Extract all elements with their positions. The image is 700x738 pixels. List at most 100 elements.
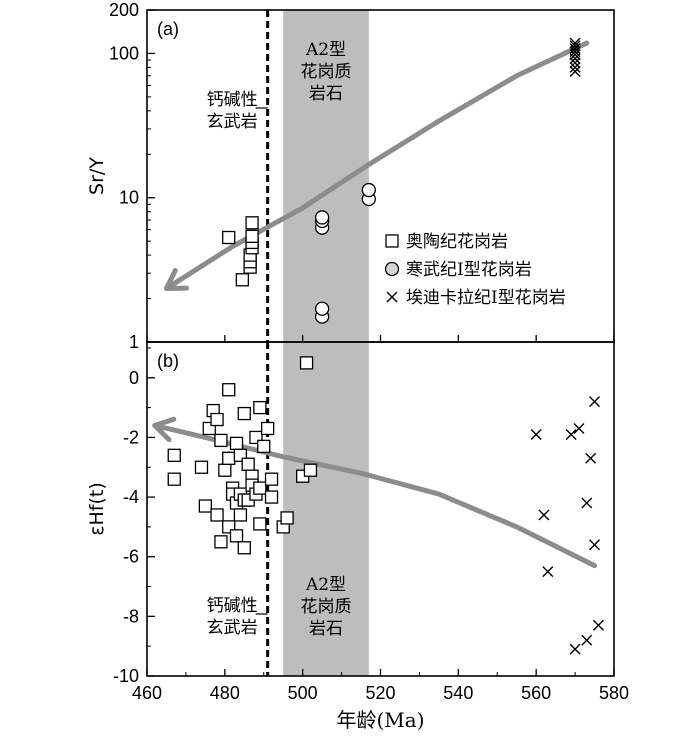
data-point-square [222,451,236,465]
data-point-x [592,619,604,631]
series-x [530,396,604,655]
data-point-square [214,433,228,448]
data-point-x [530,428,542,440]
y-axis-label-b: εHf(t) [86,482,108,536]
trend-arrowhead [163,267,189,291]
y-tick-label-a: 100 [109,43,139,63]
data-point-square [233,508,248,522]
data-point-square [210,508,224,522]
divider-label-line: 玄武岩 [207,618,258,638]
trend-line [152,423,598,569]
data-point-x [569,43,581,55]
data-point-square [260,421,275,436]
data-point-square [229,436,244,451]
y-axis-label-a: Sr/Y [86,157,108,195]
data-point-circle [314,301,330,316]
data-point-square [167,448,181,462]
data-point-square [245,229,259,243]
divider-label-line: 钙碱性 [207,90,258,110]
data-point-square [253,400,267,415]
series-square [222,216,259,287]
trend-arrowhead [152,416,177,443]
data-point-x [542,566,554,578]
legend-marker-square [385,234,399,248]
data-point-x [569,57,581,69]
x-tick-label: 480 [210,683,240,703]
data-point-x [569,61,581,73]
y-tick-label-b: 0 [129,368,139,388]
y-tick-label-a: 10 [119,188,139,208]
data-point-square [253,481,267,495]
y-tick-label-b: -10 [113,666,139,686]
data-point-square [237,406,251,421]
series-circle [314,182,376,324]
data-point-circle [361,182,376,198]
series-square [167,356,318,555]
data-point-square [253,517,267,531]
trend-arrow [163,40,590,291]
x-tick-label: 520 [365,683,395,703]
legend-label: 埃迪卡拉纪I型花岗岩 [406,288,566,308]
data-point-square [299,356,314,370]
legend-marker-x [386,291,398,303]
data-point-square [198,499,213,513]
panel-label-a: (a) [157,19,179,39]
data-point-x [573,422,585,434]
data-point-x [569,40,581,52]
data-point-square [167,472,181,486]
data-point-x [565,428,577,440]
x-tick-label: 580 [599,683,629,703]
data-point-square [222,383,236,397]
data-point-square [222,230,236,245]
data-point-x [581,497,593,509]
data-point-square [194,460,209,474]
band-label-line: A2型 [305,40,346,60]
band-label-line: A2型 [305,575,346,595]
data-point-square [235,273,249,287]
band-label-line: 花岗质 [301,62,352,82]
data-point-x [589,539,601,551]
data-point-square [303,463,318,477]
data-point-square [264,472,279,486]
data-point-x [569,37,581,49]
y-tick-label-b: -8 [123,606,139,626]
data-point-x [569,643,581,655]
trend-arrow [152,416,598,569]
data-point-x [569,65,581,77]
y-tick-label-b: -6 [123,547,139,567]
data-point-square [210,412,224,427]
series-x [569,37,581,77]
y-tick-label-b: -2 [123,427,139,447]
data-point-square [237,541,251,555]
x-tick-label: 560 [521,683,551,703]
x-tick-label: 500 [288,683,318,703]
y-tick-label-a: 1 [129,332,139,352]
panel-b [152,342,604,676]
band-label-line: 岩石 [309,84,343,104]
panel-a [163,10,590,342]
data-point-square [218,463,232,477]
data-point-square [241,457,255,471]
y-tick-label-b: -4 [123,487,139,507]
data-point-square [264,490,279,504]
data-point-square [229,529,244,543]
data-point-square [214,535,228,549]
panel-label-b: (b) [157,351,179,371]
x-tick-label: 540 [443,683,473,703]
legend-label: 寒武纪I型花岗岩 [406,260,532,280]
divider-label-line: 玄武岩 [207,112,258,132]
axes: A2型花岗质岩石A2型花岗质岩石钙碱性玄武岩钙碱性玄武岩奥陶纪花岗岩寒武纪I型花… [86,0,629,732]
legend-marker-circle [384,261,400,277]
x-axis-label: 年龄(Ma) [336,708,424,732]
trend-line [163,40,590,291]
data-point-x [538,509,550,521]
legend-label: 奥陶纪花岗岩 [406,232,508,252]
data-point-x [589,396,601,408]
x-tick-label: 460 [132,683,162,703]
divider-label-line: 钙碱性 [207,596,258,616]
a2-granite-band [283,342,369,676]
data-point-square [257,439,271,454]
y-tick-label-a: 200 [109,0,139,20]
band-label-line: 岩石 [309,619,343,639]
